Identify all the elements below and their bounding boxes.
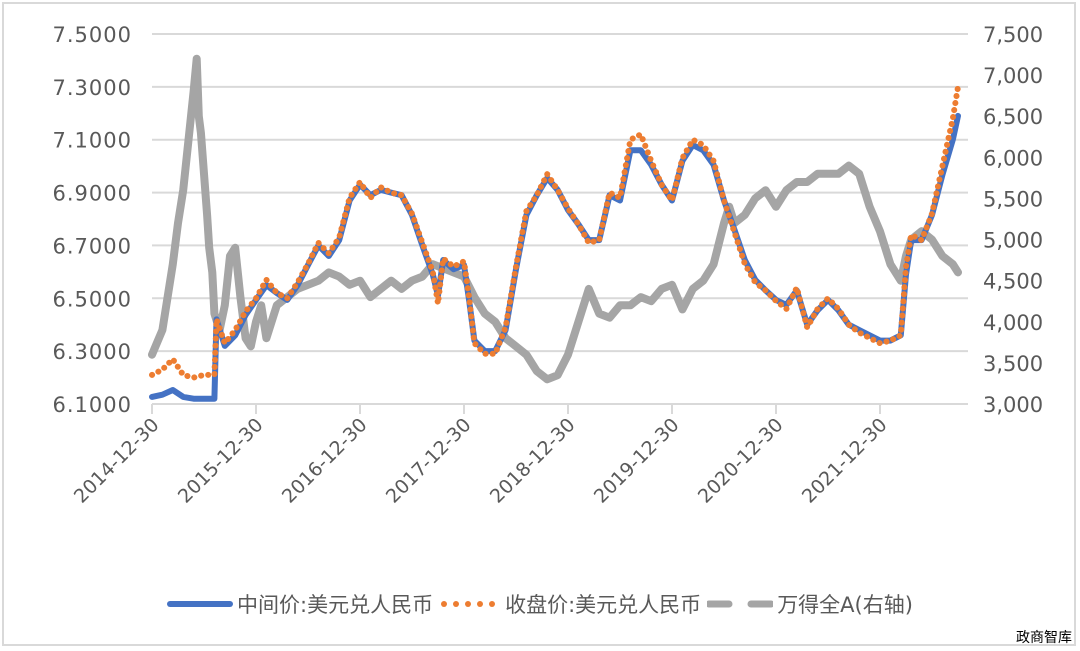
- right-axis-tick-label: 5,500: [983, 187, 1043, 211]
- right-axis-tick-label: 7,000: [983, 64, 1043, 88]
- x-axis-tick-label: 2020-12-30: [694, 414, 788, 508]
- right-axis-tick-label: 7,500: [983, 23, 1043, 47]
- legend-item-wind-all-a: 万得全A(右轴): [707, 589, 913, 619]
- x-axis-tick-label: 2019-12-30: [590, 414, 684, 508]
- right-axis-tick-label: 6,500: [983, 105, 1043, 129]
- series-2-line: [148, 54, 962, 384]
- legend-label: 万得全A(右轴): [777, 593, 913, 617]
- x-axis: 2014-12-30 2015-12-30 2016-12-30 2017-12-30…: [70, 403, 968, 508]
- right-axis-tick-label: 4,500: [983, 270, 1043, 294]
- legend-item-midpoint-rate: 中间价:美元兑人民币: [167, 589, 433, 619]
- solid-line-swatch-icon: [167, 601, 234, 607]
- series-1-line: [149, 83, 961, 381]
- dotted-line-swatch-icon: [441, 601, 496, 607]
- right-axis-tick-label: 3,500: [983, 352, 1043, 376]
- plot-area: [148, 54, 962, 402]
- left-axis-tick-label: 7.5000: [53, 23, 132, 47]
- x-axis-tick-label: 2014-12-30: [70, 414, 164, 508]
- x-axis-tick-label: 2021-12-30: [798, 414, 892, 508]
- x-axis-tick-label: 2015-12-30: [174, 414, 268, 508]
- legend-item-closing-rate: 收盘价:美元兑人民币: [439, 589, 701, 619]
- left-axis-tick-label: 6.5000: [53, 287, 132, 311]
- right-axis-tick-label: 6,000: [983, 146, 1043, 170]
- right-axis-tick-label: 4,000: [983, 311, 1043, 335]
- x-axis-tick-label: 2018-12-30: [486, 414, 580, 508]
- legend-label: 中间价:美元兑人民币: [237, 593, 434, 617]
- left-axis-tick-label: 6.7000: [53, 234, 132, 258]
- left-axis-tick-label: 7.1000: [53, 129, 132, 153]
- left-y-axis: 7.5000 7.3000 7.1000 6.9000 6.7000 6.5000 6.30…: [53, 23, 132, 417]
- x-axis-tick-label: 2017-12-30: [382, 414, 476, 508]
- legend: 中间价:美元兑人民币 收盘价:美元兑人民币 万得全A(右轴): [0, 584, 1080, 624]
- gridlines: [152, 33, 968, 405]
- watermark: 政商智库: [1016, 630, 1072, 646]
- left-axis-tick-label: 6.9000: [53, 182, 132, 206]
- left-axis-tick-label: 6.1000: [53, 393, 132, 417]
- right-y-axis: 7,500 7,000 6,500 6,000 5,500 5,000 4,500 4,000…: [983, 23, 1043, 417]
- series-0-line: [149, 112, 961, 402]
- legend-label: 收盘价:美元兑人民币: [505, 593, 702, 617]
- right-axis-tick-label: 3,000: [983, 393, 1043, 417]
- left-axis-tick-label: 6.3000: [53, 340, 132, 364]
- dashed-line-swatch-icon: [707, 600, 774, 608]
- left-axis-tick-label: 7.3000: [53, 76, 132, 100]
- x-axis-tick-label: 2016-12-30: [278, 414, 372, 508]
- right-axis-tick-label: 5,000: [983, 229, 1043, 253]
